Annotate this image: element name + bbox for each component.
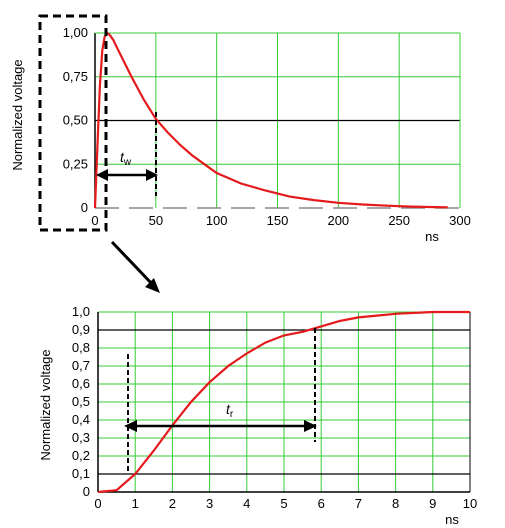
bot-x-tick-label: 5 <box>280 496 287 511</box>
bot-y-tick-label: 0,7 <box>72 358 90 373</box>
bottom-tr-subscript: r <box>230 409 234 420</box>
bot-x-tick-label: 8 <box>392 496 399 511</box>
top-y-tick-label: 0,75 <box>63 69 88 84</box>
top-y-tick-label: 1,00 <box>63 25 88 40</box>
top-x-tick-label: 0 <box>91 213 98 228</box>
bot-y-tick-label: 0,2 <box>72 448 90 463</box>
top-x-tick-label: 250 <box>388 213 410 228</box>
bottom-y-axis-label: Normalized voltage <box>38 349 53 460</box>
top-y-tick-label: 0,50 <box>63 113 88 128</box>
top-y-tick-labels: 0 0,25 0,50 0,75 1,00 <box>63 25 88 215</box>
bot-x-tick-label: 4 <box>243 496 250 511</box>
bot-x-tick-label: 7 <box>355 496 362 511</box>
zoom-arrowhead <box>145 278 160 293</box>
bottom-series-line <box>97 310 470 494</box>
bottom-tr-arrowhead-left <box>124 420 137 432</box>
top-tw-subscript: w <box>123 157 132 168</box>
bottom-grid <box>97 311 471 493</box>
bot-x-tick-label: 6 <box>318 496 325 511</box>
bot-x-tick-label: 3 <box>206 496 213 511</box>
bot-y-tick-label: 0 <box>83 484 90 499</box>
zoom-region-box <box>38 14 108 232</box>
bot-y-tick-label: 0,8 <box>72 340 90 355</box>
bottom-x-unit-label: ns <box>445 512 459 527</box>
bot-x-tick-label: 0 <box>94 496 101 511</box>
bot-y-tick-label: 0,1 <box>72 466 90 481</box>
top-chart: Normalized voltage 0 0,25 0,50 0,75 1,00 0 50… <box>10 14 471 244</box>
top-x-unit-label: ns <box>425 229 439 244</box>
bottom-tr-arrowhead-right <box>304 420 317 432</box>
zoom-arrow <box>110 240 155 287</box>
top-x-tick-label: 150 <box>267 213 289 228</box>
top-y-axis-label: Normalized voltage <box>10 59 25 170</box>
top-x-tick-labels: 0 50 100 150 200 250 300 <box>91 213 470 228</box>
bot-y-tick-label: 0,9 <box>72 322 90 337</box>
bot-x-tick-label: 9 <box>429 496 436 511</box>
bot-y-tick-label: 0,5 <box>72 394 90 409</box>
top-x-tick-label: 200 <box>327 213 349 228</box>
bot-y-tick-label: 0,4 <box>72 412 90 427</box>
top-x-tick-label: 300 <box>449 213 471 228</box>
top-tw-symbol: t <box>120 149 125 165</box>
top-grid <box>94 32 461 209</box>
bot-x-tick-label: 2 <box>169 496 176 511</box>
bot-y-tick-label: 0,6 <box>72 376 90 391</box>
bottom-tr-label: tr <box>226 401 234 420</box>
bot-y-tick-label: 1,0 <box>72 304 90 319</box>
top-x-tick-label: 50 <box>149 213 163 228</box>
top-x-tick-label: 100 <box>206 213 228 228</box>
top-y-tick-label: 0 <box>81 200 88 215</box>
bottom-tr-symbol: t <box>226 401 231 417</box>
top-tw-arrowhead-right <box>146 169 158 181</box>
bot-x-tick-label: 1 <box>132 496 139 511</box>
bot-x-tick-label: 10 <box>463 496 477 511</box>
bottom-chart: Normalized voltage 0 0,1 0,2 0,3 0,4 0,5 0,6 0,… <box>38 304 477 527</box>
bot-y-tick-label: 0,3 <box>72 430 90 445</box>
bottom-y-tick-labels: 0 0,1 0,2 0,3 0,4 0,5 0,6 0,7 0,8 0,9 1,0 <box>72 304 90 499</box>
top-y-tick-label: 0,25 <box>63 156 88 171</box>
top-tw-label: tw <box>120 149 132 168</box>
bottom-x-tick-labels: 0 1 2 3 4 5 6 7 8 9 10 <box>94 496 477 511</box>
